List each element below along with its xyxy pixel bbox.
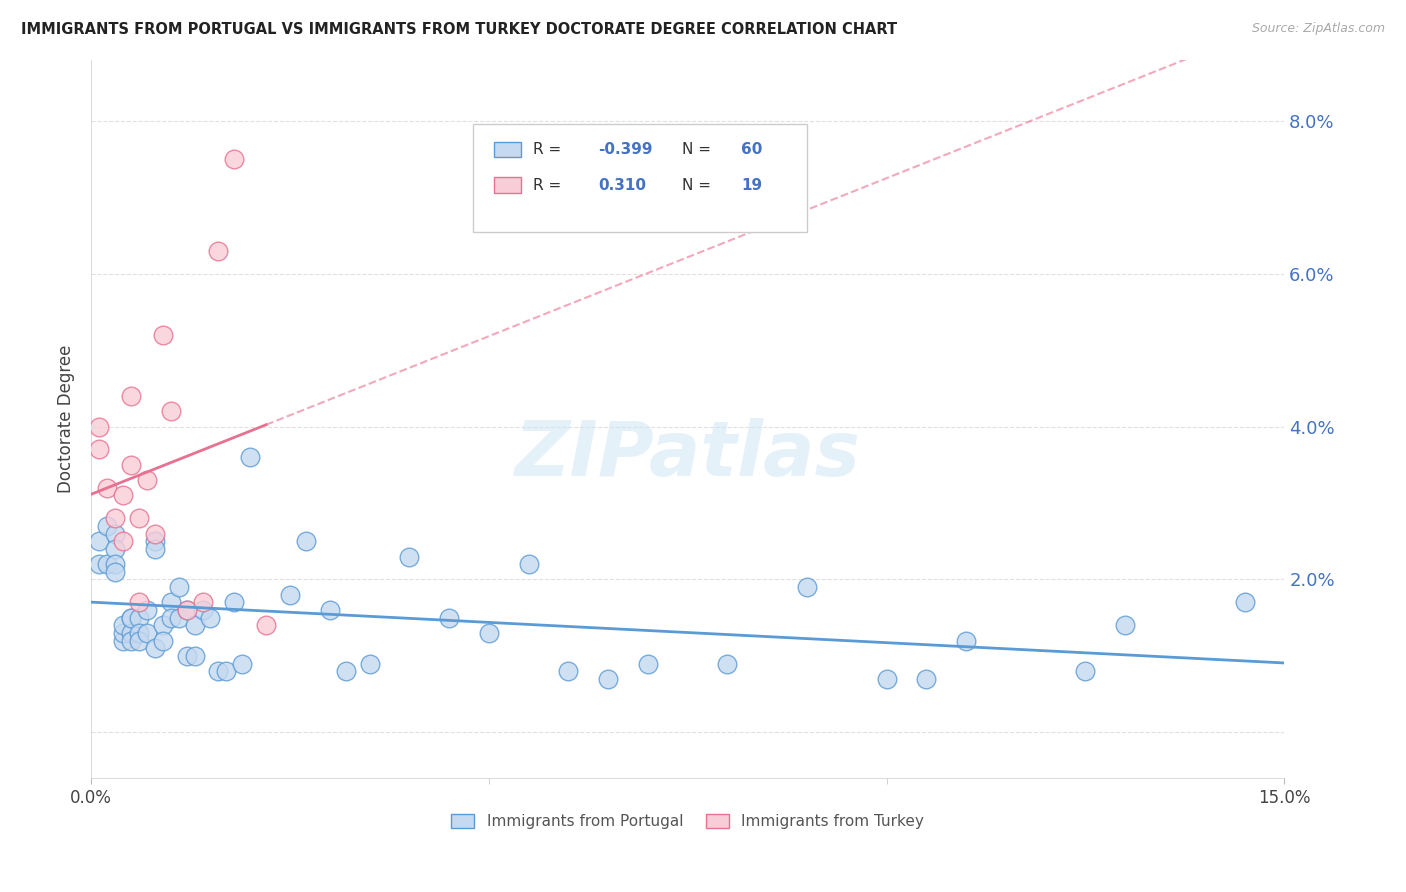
Point <box>120 633 142 648</box>
Text: R =: R = <box>533 178 571 193</box>
Point <box>104 541 127 556</box>
Point <box>191 595 214 609</box>
Point <box>1233 595 1256 609</box>
Point <box>224 595 246 609</box>
Point <box>120 610 142 624</box>
Y-axis label: Doctorate Degree: Doctorate Degree <box>58 344 75 493</box>
Point <box>111 633 134 648</box>
Point <box>143 526 166 541</box>
Point <box>191 603 214 617</box>
Point <box>716 657 738 671</box>
Point <box>111 626 134 640</box>
Point <box>128 633 150 648</box>
Point <box>278 588 301 602</box>
Point <box>135 626 157 640</box>
Point <box>1114 618 1136 632</box>
Text: 60: 60 <box>741 142 763 157</box>
Point <box>120 458 142 472</box>
Point <box>104 526 127 541</box>
Point <box>96 481 118 495</box>
Point <box>120 389 142 403</box>
Text: IMMIGRANTS FROM PORTUGAL VS IMMIGRANTS FROM TURKEY DOCTORATE DEGREE CORRELATION : IMMIGRANTS FROM PORTUGAL VS IMMIGRANTS F… <box>21 22 897 37</box>
Point <box>955 633 977 648</box>
Point <box>1074 664 1097 678</box>
Text: 0.310: 0.310 <box>598 178 647 193</box>
Point <box>128 626 150 640</box>
Point <box>128 610 150 624</box>
Text: ZIPatlas: ZIPatlas <box>515 417 860 491</box>
Point <box>87 419 110 434</box>
Text: 19: 19 <box>741 178 762 193</box>
Point <box>598 672 620 686</box>
Point <box>167 580 190 594</box>
Point <box>176 603 198 617</box>
Point <box>135 473 157 487</box>
Point <box>143 534 166 549</box>
Point <box>215 664 238 678</box>
Point <box>152 618 174 632</box>
Point <box>637 657 659 671</box>
Point <box>478 626 501 640</box>
Point <box>111 534 134 549</box>
Point <box>128 511 150 525</box>
Point <box>104 511 127 525</box>
FancyBboxPatch shape <box>472 124 807 232</box>
Point <box>231 657 253 671</box>
Point <box>152 327 174 342</box>
Point <box>176 603 198 617</box>
Text: N =: N = <box>682 178 716 193</box>
Point <box>159 404 181 418</box>
Point <box>87 442 110 457</box>
Point <box>437 610 460 624</box>
Text: N =: N = <box>682 142 716 157</box>
Point <box>135 603 157 617</box>
Point <box>111 618 134 632</box>
Point <box>319 603 342 617</box>
Point <box>87 534 110 549</box>
Point <box>335 664 357 678</box>
Point <box>207 664 229 678</box>
Point <box>152 633 174 648</box>
Point <box>796 580 818 594</box>
Point <box>159 595 181 609</box>
Text: Source: ZipAtlas.com: Source: ZipAtlas.com <box>1251 22 1385 36</box>
Point <box>295 534 318 549</box>
Point <box>224 152 246 166</box>
Point <box>183 648 205 663</box>
Point <box>96 519 118 533</box>
FancyBboxPatch shape <box>495 178 520 194</box>
Text: R =: R = <box>533 142 565 157</box>
Point <box>359 657 381 671</box>
Point <box>183 618 205 632</box>
Point <box>207 244 229 258</box>
Point <box>87 557 110 571</box>
Point <box>557 664 579 678</box>
Point <box>96 557 118 571</box>
Point <box>200 610 222 624</box>
Point <box>254 618 277 632</box>
Point <box>143 641 166 656</box>
Point <box>104 565 127 579</box>
Text: -0.399: -0.399 <box>598 142 652 157</box>
Point <box>517 557 540 571</box>
FancyBboxPatch shape <box>495 142 520 157</box>
Point <box>111 488 134 502</box>
Point <box>104 557 127 571</box>
Point <box>239 450 262 464</box>
Point <box>120 626 142 640</box>
Point <box>167 610 190 624</box>
Point <box>398 549 420 564</box>
Point <box>876 672 898 686</box>
Point <box>915 672 938 686</box>
Point <box>176 648 198 663</box>
Legend: Immigrants from Portugal, Immigrants from Turkey: Immigrants from Portugal, Immigrants fro… <box>446 808 931 835</box>
Point <box>128 595 150 609</box>
Point <box>143 541 166 556</box>
Point <box>120 610 142 624</box>
Point <box>159 610 181 624</box>
